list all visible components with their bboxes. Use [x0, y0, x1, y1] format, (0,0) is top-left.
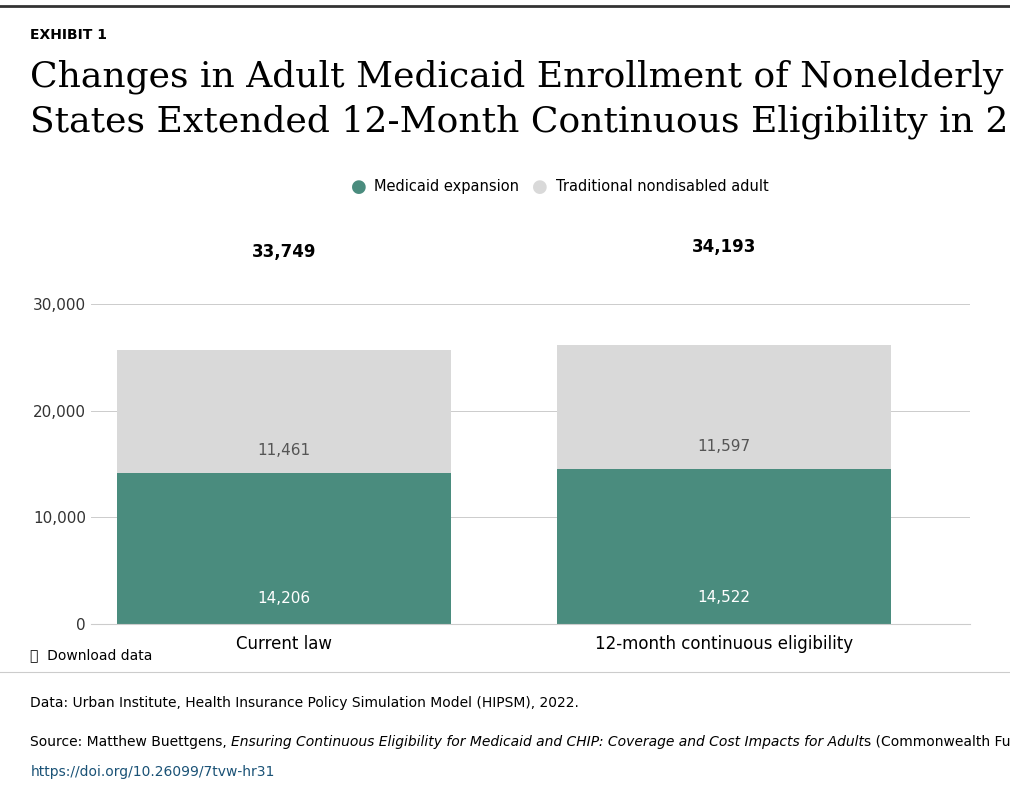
Text: ●: ● — [350, 178, 367, 196]
Text: Source: Matthew Buettgens,: Source: Matthew Buettgens, — [30, 735, 231, 750]
Text: ●: ● — [532, 178, 548, 196]
Text: 14,522: 14,522 — [697, 591, 750, 606]
Text: 34,193: 34,193 — [692, 238, 755, 256]
Text: Data: Urban Institute, Health Insurance Policy Simulation Model (HIPSM), 2022.: Data: Urban Institute, Health Insurance … — [30, 696, 579, 710]
Text: Ensuring Continuous Eligibility for Medicaid and CHIP: Coverage and Cost Impacts: Ensuring Continuous Eligibility for Medi… — [231, 735, 865, 750]
Text: ⤓  Download data: ⤓ Download data — [30, 648, 153, 662]
Text: s (Commonwealth Fund, Sept. 2023).: s (Commonwealth Fund, Sept. 2023). — [865, 735, 1010, 750]
Text: Changes in Adult Medicaid Enrollment of Nonelderly Adults if All: Changes in Adult Medicaid Enrollment of … — [30, 60, 1010, 94]
Text: Traditional nondisabled adult: Traditional nondisabled adult — [556, 180, 769, 194]
Text: 11,461: 11,461 — [258, 443, 311, 458]
Bar — [557, 469, 891, 624]
Bar — [117, 351, 451, 472]
Text: States Extended 12-Month Continuous Eligibility in 2024: States Extended 12-Month Continuous Elig… — [30, 105, 1010, 139]
Text: 11,597: 11,597 — [697, 440, 750, 454]
Bar — [117, 472, 451, 624]
Bar — [557, 345, 891, 469]
Text: 14,206: 14,206 — [258, 591, 311, 606]
Text: EXHIBIT 1: EXHIBIT 1 — [30, 28, 107, 42]
Text: Medicaid expansion: Medicaid expansion — [374, 180, 519, 194]
Text: 33,749: 33,749 — [251, 242, 316, 261]
Text: https://doi.org/10.26099/7tvw-hr31: https://doi.org/10.26099/7tvw-hr31 — [30, 765, 275, 779]
